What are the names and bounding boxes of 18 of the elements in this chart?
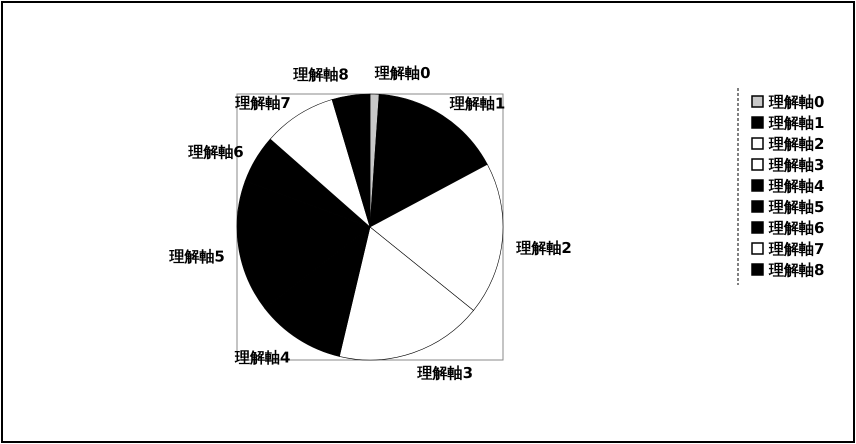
- legend-label: 理解軸1: [768, 114, 824, 132]
- legend-label: 理解軸3: [768, 156, 824, 174]
- legend-label: 理解軸2: [768, 135, 824, 153]
- slice-label: 理解軸6: [187, 142, 244, 161]
- legend-label: 理解軸5: [768, 198, 824, 216]
- legend-label: 理解軸0: [768, 93, 824, 111]
- slice-label: 理解軸7: [234, 94, 291, 112]
- legend-label: 理解軸6: [768, 219, 824, 237]
- slice-label: 理解軸0: [374, 64, 431, 82]
- slice-label: 理解軸3: [416, 364, 474, 382]
- slice-label: 理解軸2: [515, 238, 572, 257]
- legend-label: 理解軸4: [768, 177, 824, 195]
- legend-label: 理解軸8: [768, 261, 824, 279]
- slice-label: 理解軸8: [292, 66, 349, 84]
- legend-label: 理解軸7: [768, 240, 824, 258]
- slice-label: 理解軸1: [448, 94, 506, 113]
- slice-label: 理解軸5: [168, 248, 225, 266]
- slice-label: 理解軸4: [234, 348, 290, 367]
